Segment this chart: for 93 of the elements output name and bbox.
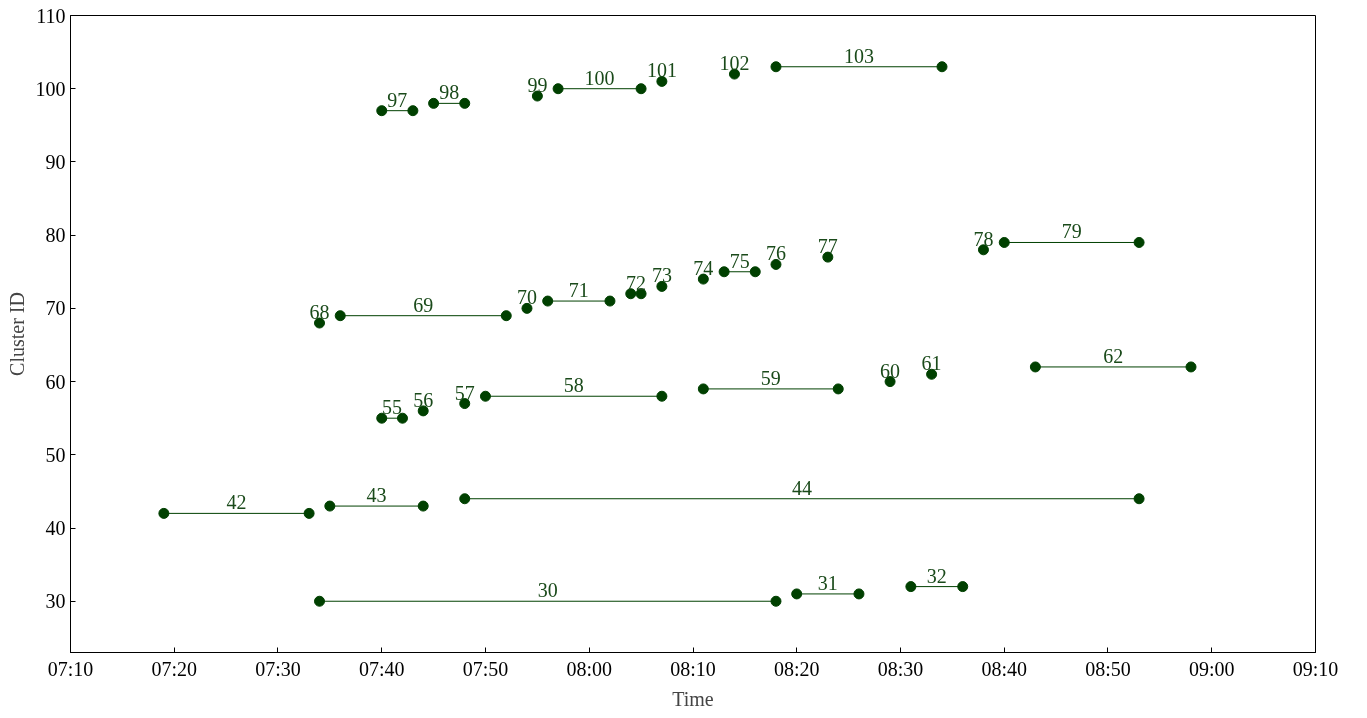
series-label: 103 [843, 44, 874, 67]
point [1185, 361, 1197, 373]
y-tick-label: 100 [35, 77, 66, 100]
point [158, 507, 170, 519]
series-label: 77 [817, 235, 838, 258]
series-label: 61 [921, 352, 942, 375]
series-label: 59 [760, 366, 781, 389]
series-label: 58 [563, 374, 584, 397]
series-label: 79 [1061, 220, 1082, 243]
point [376, 105, 388, 117]
y-tick-label: 110 [36, 4, 66, 27]
series-label: 72 [625, 271, 646, 294]
series-label: 69 [413, 293, 434, 316]
series-label: 57 [454, 381, 475, 404]
y-tick-label: 30 [45, 590, 66, 613]
series-label: 101 [646, 59, 677, 82]
series-label: 43 [366, 484, 387, 507]
point [770, 595, 782, 607]
series-label: 71 [568, 279, 589, 302]
series-label: 97 [387, 88, 408, 111]
series-label: 73 [651, 264, 672, 287]
x-tick-label: 09:10 [1292, 657, 1339, 680]
point [303, 507, 315, 519]
point [396, 412, 408, 424]
x-tick-label: 07:10 [47, 657, 94, 680]
point [791, 588, 803, 600]
point [376, 412, 388, 424]
point [500, 310, 512, 322]
x-tick-label: 08:50 [1085, 657, 1131, 680]
series-label: 68 [309, 301, 330, 324]
point [697, 383, 709, 395]
point [718, 266, 730, 278]
y-tick-label: 50 [45, 443, 66, 466]
series-label: 70 [516, 286, 537, 309]
x-tick-label: 08:30 [877, 657, 924, 680]
point [459, 493, 471, 505]
point [428, 97, 440, 109]
point [749, 266, 761, 278]
y-tick-label: 80 [45, 224, 66, 247]
point [1133, 236, 1145, 248]
series-label: 75 [729, 249, 750, 272]
y-tick-label: 70 [45, 297, 66, 320]
series-label: 32 [926, 564, 947, 587]
point [479, 390, 491, 402]
point [905, 581, 917, 593]
x-tick-label: 07:40 [358, 657, 405, 680]
y-tick-label: 60 [45, 370, 66, 393]
point [417, 500, 429, 512]
series-label: 30 [537, 579, 558, 602]
series-label: 31 [817, 571, 838, 594]
point [334, 310, 346, 322]
point [770, 61, 782, 73]
point [635, 83, 647, 95]
series-label: 60 [880, 359, 901, 382]
series-label: 55 [382, 396, 403, 419]
point [542, 295, 554, 307]
point [957, 581, 969, 593]
point [552, 83, 564, 95]
x-tick-label: 07:30 [255, 657, 301, 680]
y-tick-label: 90 [45, 150, 66, 173]
point [314, 595, 325, 607]
x-tick-label: 07:50 [462, 657, 509, 680]
point [936, 61, 948, 73]
point [1029, 361, 1041, 373]
series-label: 76 [765, 242, 786, 265]
y-tick-label: 40 [45, 517, 66, 540]
x-tick-label: 08:20 [773, 657, 820, 680]
x-tick-label: 08:00 [566, 657, 613, 680]
x-tick-label: 08:10 [670, 657, 716, 680]
series-label: 98 [439, 81, 460, 104]
point [998, 236, 1010, 248]
series-label: 42 [226, 491, 247, 514]
point [853, 588, 865, 600]
series-label: 102 [719, 52, 750, 75]
series-label: 44 [791, 476, 812, 499]
point [656, 390, 668, 402]
x-axis-title: Time [672, 687, 714, 710]
point [1133, 493, 1145, 505]
y-axis-title: Cluster ID [5, 292, 28, 376]
x-tick-label: 08:40 [981, 657, 1028, 680]
series-label: 100 [584, 66, 615, 89]
series-label: 62 [1103, 344, 1124, 367]
x-tick-label: 09:00 [1188, 657, 1235, 680]
series-label: 56 [413, 388, 434, 411]
point [604, 295, 616, 307]
series-label: 78 [973, 227, 994, 250]
x-tick-label: 07:20 [151, 657, 197, 680]
point [459, 97, 471, 109]
point [407, 105, 419, 117]
series-label: 74 [693, 257, 714, 280]
point [324, 500, 336, 512]
point [832, 383, 844, 395]
series-label: 99 [527, 74, 548, 97]
